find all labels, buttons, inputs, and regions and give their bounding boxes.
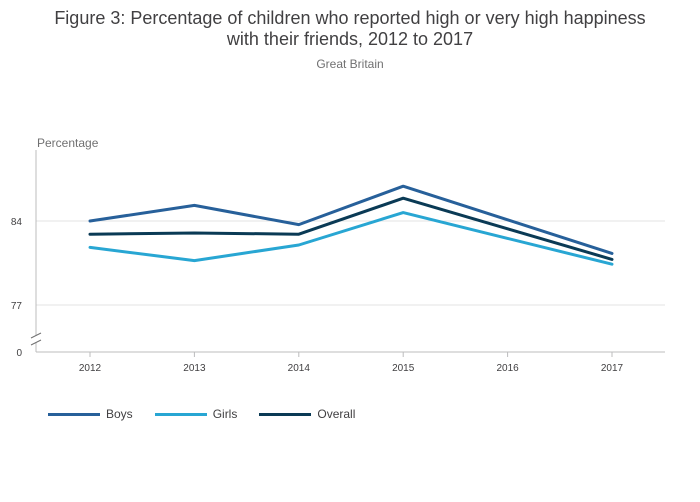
y-tick-label-77: 77 [11,301,23,312]
chart-title-line-2: with their friends, 2012 to 2017 [226,29,474,49]
legend-label: Boys [106,407,133,421]
x-tick-label-2012: 2012 [79,363,102,374]
series-line-overall [88,196,614,261]
axis-break-mark-2 [30,339,42,346]
legend-item-boys[interactable]: Boys [48,407,133,421]
legend-item-girls[interactable]: Girls [154,407,238,421]
legend-swatch [154,412,207,416]
legend-label: Overall [317,407,356,421]
legend-swatch [259,412,312,416]
series-line-girls [88,211,614,266]
legend-item-overall[interactable]: Overall [259,407,355,421]
x-tick-label-2017: 2017 [601,363,624,374]
legend-swatch [48,412,100,416]
chart-title: Figure 3: Percentage of children who rep… [0,8,700,50]
axis-break-mark-1 [30,332,42,339]
y-tick-label-84: 84 [11,217,23,228]
y-axis-label: Percentage [37,136,99,150]
series-line-boys [88,184,614,255]
x-tick-label-2014: 2014 [288,363,311,374]
chart-legend: Boys Girls Overall [48,407,377,421]
legend-label: Girls [212,407,238,421]
chart-subtitle: Great Britain [316,57,384,71]
y-tick-label-0: 0 [16,348,22,359]
x-tick-label-2013: 2013 [183,363,206,374]
x-tick-label-2016: 2016 [496,363,519,374]
chart-title-line-1: Figure 3: Percentage of children who rep… [54,8,646,28]
x-tick-label-2015: 2015 [392,363,415,374]
